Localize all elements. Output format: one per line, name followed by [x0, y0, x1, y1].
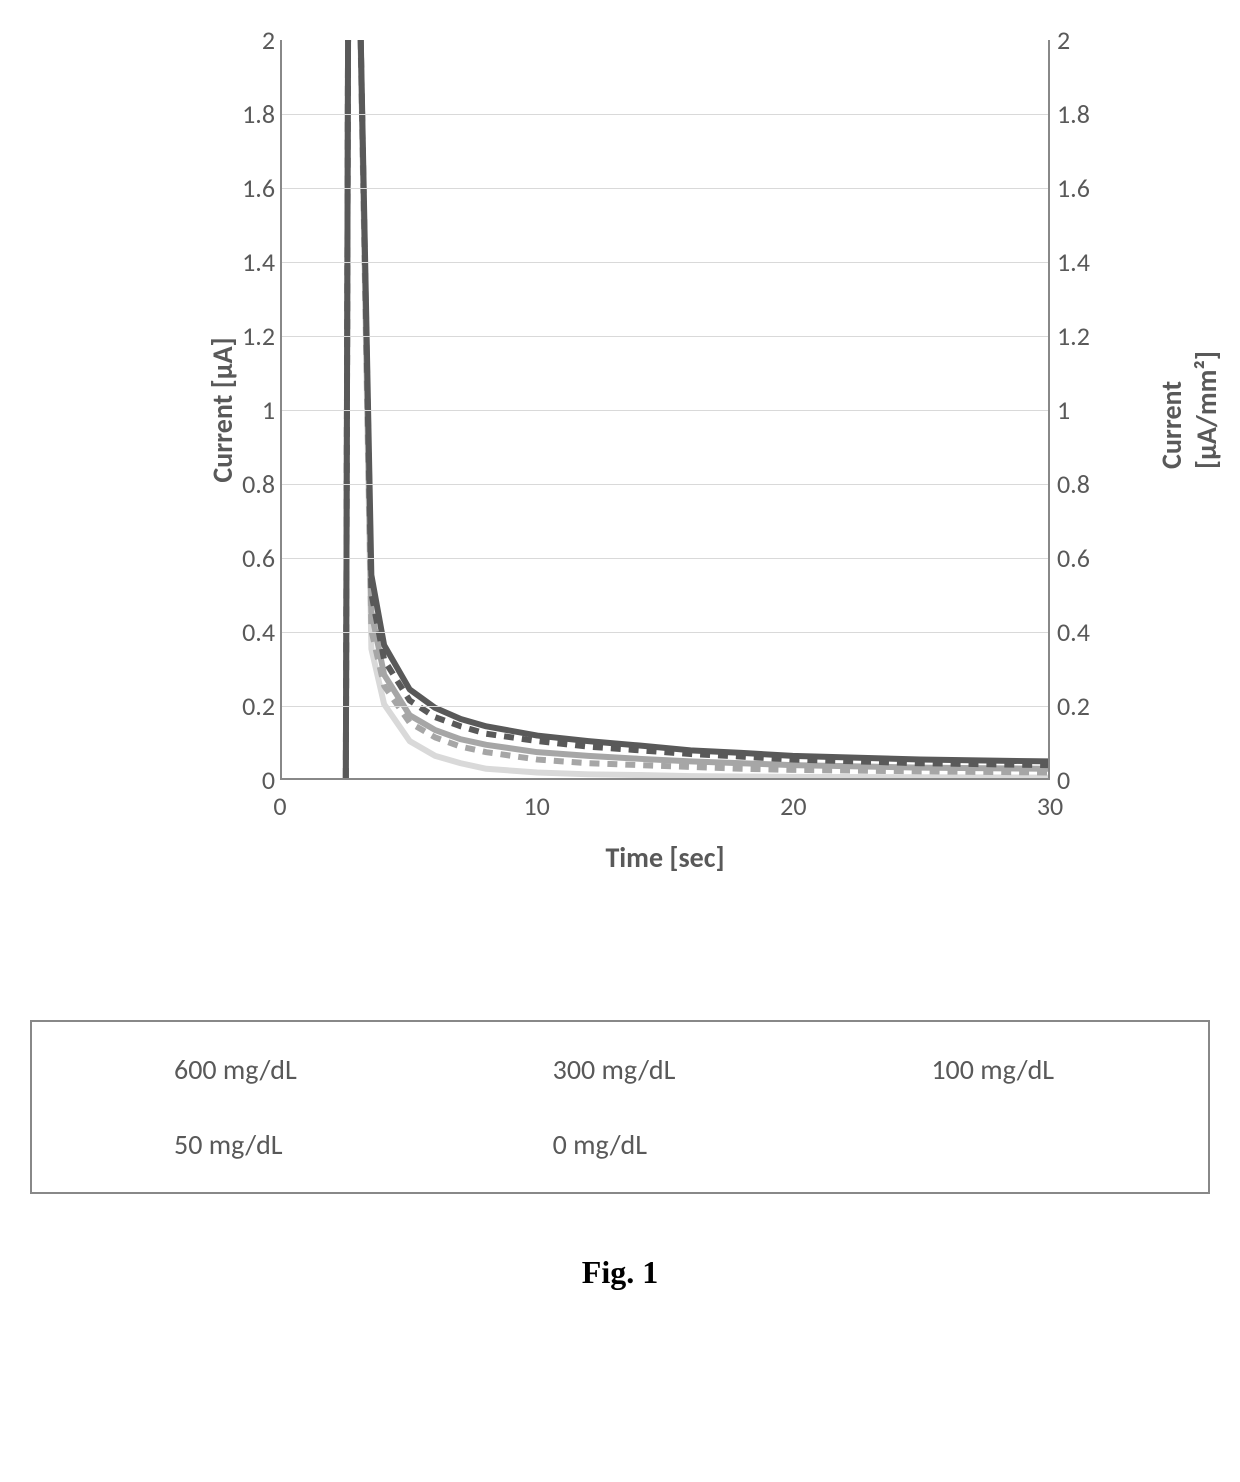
legend-item: 600 mg/dL [62, 1052, 421, 1087]
plot-area [280, 40, 1050, 780]
y-tick-left: 1 [230, 394, 275, 426]
y-tick-right: 1 [1057, 394, 1070, 426]
y-tick-left: 2 [230, 24, 275, 56]
y-tick-left: 0.2 [230, 690, 275, 722]
series-line [346, 0, 1048, 778]
y-tick-right: 0.4 [1057, 616, 1090, 648]
y-axis-label-right: Current [µA/mm²] [1154, 351, 1224, 469]
gridline [282, 262, 1048, 263]
legend-item: 50 mg/dL [62, 1127, 421, 1162]
figure-caption: Fig. 1 [20, 1254, 1220, 1291]
y-tick-left: 0 [230, 764, 275, 796]
y-tick-right: 1.6 [1057, 172, 1090, 204]
y-tick-left: 1.8 [230, 98, 275, 130]
legend-label: 600 mg/dL [174, 1052, 297, 1087]
series-line [346, 0, 1048, 778]
gridline [282, 410, 1048, 411]
x-axis-label: Time [sec] [605, 840, 724, 875]
y-tick-right: 0.6 [1057, 542, 1090, 574]
y-tick-right: 0.8 [1057, 468, 1090, 500]
legend-box: 600 mg/dL 300 mg/dL 100 mg/dL 50 mg/dL 0 mg/… [30, 1020, 1210, 1194]
y-tick-left: 0.4 [230, 616, 275, 648]
gridline [282, 336, 1048, 337]
y-tick-right: 1.2 [1057, 320, 1090, 352]
legend-item: 100 mg/dL [819, 1052, 1178, 1087]
chart-container: Current [µA] Current [µA/mm²] Time [sec]… [130, 40, 1170, 920]
x-tick: 30 [1037, 790, 1063, 822]
y-tick-right: 2 [1057, 24, 1070, 56]
gridline [282, 484, 1048, 485]
series-line [346, 0, 1048, 778]
gridline [282, 188, 1048, 189]
series-line [346, 0, 1048, 778]
gridline [282, 114, 1048, 115]
y-tick-right: 1.8 [1057, 98, 1090, 130]
y-tick-left: 0.8 [230, 468, 275, 500]
series-line [346, 0, 1048, 778]
gridline [282, 706, 1048, 707]
y-tick-right: 0.2 [1057, 690, 1090, 722]
gridline [282, 632, 1048, 633]
legend-item: 0 mg/dL [441, 1127, 800, 1162]
legend-label: 50 mg/dL [174, 1127, 283, 1162]
x-tick: 0 [273, 790, 286, 822]
legend-item: 300 mg/dL [441, 1052, 800, 1087]
y-tick-left: 1.2 [230, 320, 275, 352]
x-tick: 20 [780, 790, 806, 822]
y-tick-left: 0.6 [230, 542, 275, 574]
x-tick: 10 [523, 790, 549, 822]
plot-svg [282, 40, 1048, 778]
y-tick-right: 1.4 [1057, 246, 1090, 278]
legend-label: 300 mg/dL [553, 1052, 676, 1087]
y-tick-left: 1.6 [230, 172, 275, 204]
legend-label: 100 mg/dL [931, 1052, 1054, 1087]
gridline [282, 558, 1048, 559]
legend-label: 0 mg/dL [553, 1127, 647, 1162]
y-tick-left: 1.4 [230, 246, 275, 278]
